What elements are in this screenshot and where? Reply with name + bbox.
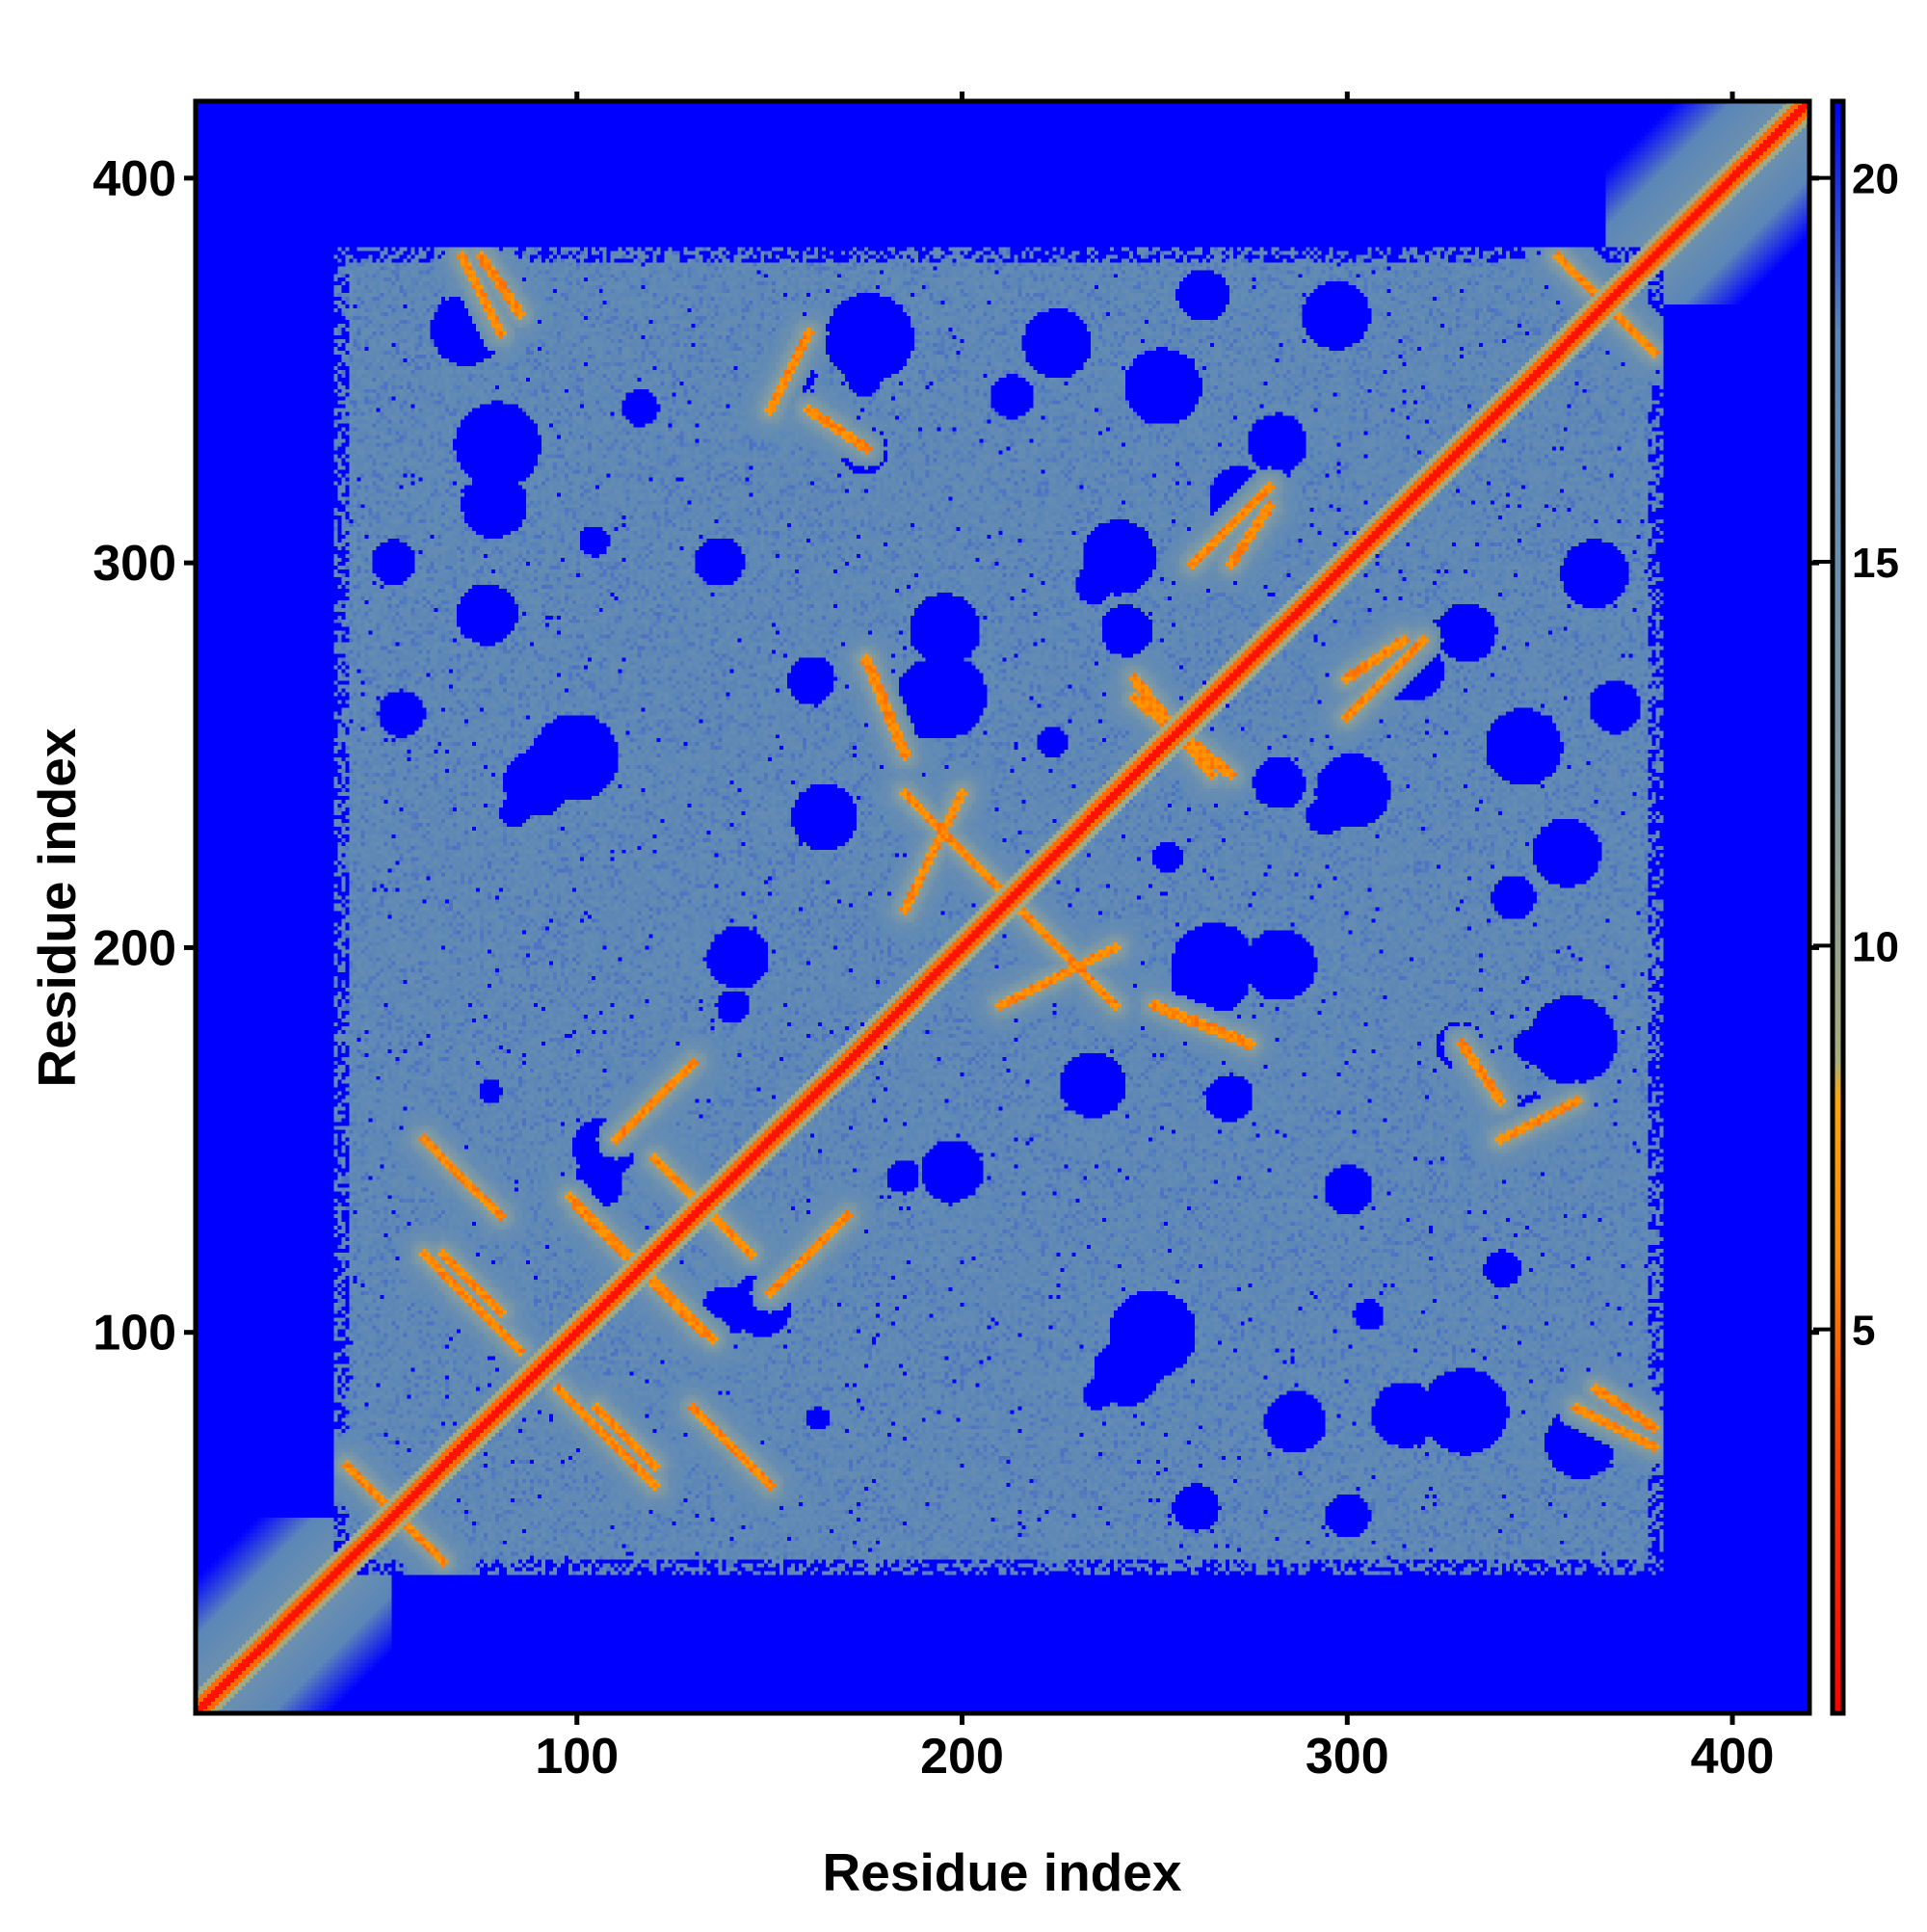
- colorbar-tick-label: 20: [1852, 156, 1899, 203]
- colorbar-tick-label: 10: [1852, 923, 1899, 970]
- colorbar-ticks: 5 10 15 20: [1813, 156, 1899, 1355]
- colorbar: [1830, 98, 1846, 1716]
- plot-frame: [193, 98, 1812, 1716]
- y-tick-label: 100: [92, 1306, 176, 1362]
- x-axis-ticks: 100 200 300 400: [535, 92, 1774, 1785]
- x-tick-label: 200: [920, 1729, 1004, 1785]
- colorbar-tick-label: 5: [1852, 1308, 1875, 1355]
- colorbar-tick-label: 15: [1852, 540, 1899, 587]
- x-tick-label: 100: [535, 1729, 619, 1785]
- y-axis-label: Residue index: [27, 728, 87, 1087]
- y-tick-label: 200: [92, 920, 176, 976]
- heatmap-image: [196, 101, 1809, 1713]
- x-axis-label: Residue index: [823, 1842, 1182, 1902]
- x-tick-label: 300: [1306, 1729, 1389, 1785]
- y-tick-label: 300: [92, 536, 176, 592]
- y-axis-ticks: 100 200 300 400: [92, 151, 1819, 1362]
- y-tick-label: 400: [92, 151, 176, 207]
- x-tick-label: 400: [1691, 1729, 1775, 1785]
